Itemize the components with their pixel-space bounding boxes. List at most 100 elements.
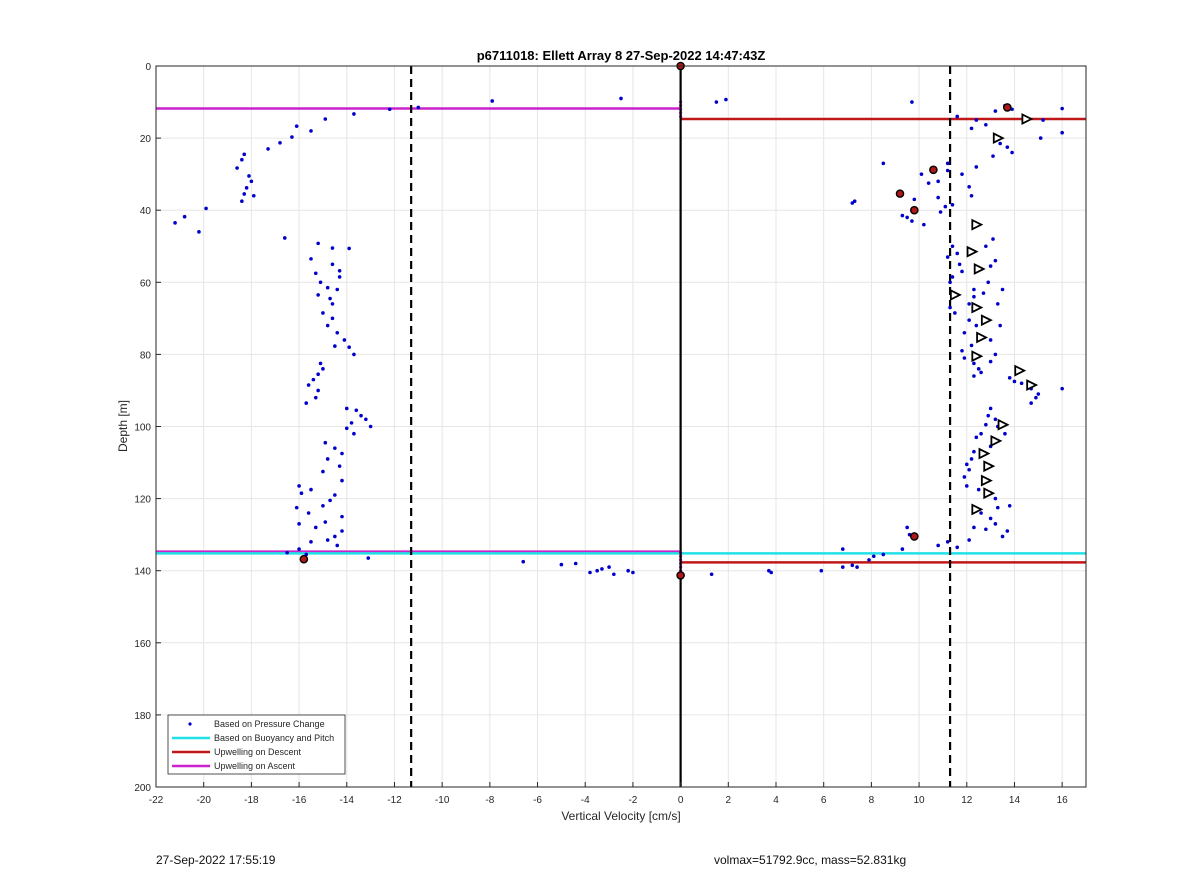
data-point	[328, 296, 332, 301]
data-point	[330, 262, 335, 267]
data-point	[984, 422, 988, 427]
data-point	[936, 543, 940, 548]
data-point	[986, 280, 991, 285]
pressure-change-points	[173, 96, 1064, 577]
x-tick-label: -22	[149, 795, 164, 806]
data-point	[364, 417, 368, 422]
y-tick-label: 200	[134, 783, 151, 794]
triangle-marker	[990, 434, 1003, 447]
legend-entry-descent: Upwelling on Descent	[172, 747, 302, 757]
data-point	[330, 316, 335, 321]
data-point	[1029, 401, 1033, 405]
data-point	[266, 147, 270, 151]
data-point	[1060, 386, 1064, 391]
data-point	[972, 525, 976, 530]
red-marker	[1003, 103, 1012, 112]
data-point	[242, 152, 247, 157]
data-point	[964, 462, 969, 467]
data-point	[974, 323, 979, 328]
data-point	[984, 244, 988, 249]
chart-title: p6711018: Ellett Array 8 27-Sep-2022 14:…	[477, 48, 766, 63]
data-point	[173, 221, 177, 225]
footer-timestamp: 27-Sep-2022 17:55:19	[156, 853, 276, 867]
data-point	[709, 572, 714, 577]
data-point	[316, 388, 320, 393]
data-point	[988, 264, 993, 268]
data-point	[242, 192, 247, 196]
data-point	[1034, 395, 1038, 400]
triangle-marker	[978, 447, 991, 460]
red-marker	[929, 165, 938, 175]
data-point	[304, 401, 309, 405]
data-point	[955, 251, 960, 256]
data-point	[1005, 145, 1010, 149]
data-point	[984, 527, 988, 532]
data-point	[240, 199, 244, 203]
data-point	[960, 269, 964, 274]
data-point	[309, 540, 313, 544]
data-point	[993, 522, 998, 526]
data-point	[251, 193, 256, 198]
data-point	[323, 117, 328, 121]
data-point	[967, 302, 971, 306]
data-point	[309, 487, 313, 492]
x-tick-label: -20	[196, 795, 211, 806]
y-axis-ticks: 0 20 40 60 80 100 120 140 160 180 200	[134, 62, 161, 794]
data-point	[969, 126, 974, 131]
x-tick-label: -2	[628, 795, 637, 806]
y-tick-label: 0	[145, 62, 151, 73]
data-point	[955, 114, 960, 119]
data-point	[950, 202, 955, 207]
data-point	[972, 374, 976, 378]
triangle-marker	[973, 263, 986, 275]
data-point	[368, 424, 373, 429]
data-point	[240, 157, 244, 162]
data-point	[318, 280, 323, 285]
data-point	[972, 287, 976, 292]
data-point	[340, 478, 344, 483]
data-point	[278, 140, 282, 145]
data-point	[335, 330, 340, 335]
data-point	[1007, 376, 1012, 380]
legend-label: Based on Pressure Change	[214, 719, 325, 729]
triangle-marker	[971, 218, 984, 231]
data-point	[974, 165, 979, 169]
data-point	[204, 206, 208, 211]
y-tick-label: 180	[134, 711, 151, 722]
data-point	[1005, 529, 1010, 533]
data-point	[1000, 287, 1005, 292]
data-point	[352, 112, 356, 116]
data-point	[972, 449, 976, 454]
triangle-marker	[983, 460, 996, 473]
data-point	[352, 431, 356, 436]
x-tick-label: -12	[387, 795, 402, 806]
data-point	[967, 318, 971, 322]
data-point	[881, 552, 886, 557]
triangle-marker	[980, 314, 993, 327]
data-point	[347, 345, 351, 349]
legend-entry-pressure: Based on Pressure Change	[188, 719, 325, 729]
x-tick-label: -18	[244, 795, 259, 806]
data-point	[900, 213, 905, 218]
data-point	[321, 504, 325, 508]
x-tick-label: 12	[961, 795, 973, 806]
triangle-marker	[992, 132, 1005, 145]
data-point	[416, 105, 421, 110]
data-point	[969, 457, 974, 461]
data-point	[962, 356, 967, 360]
grid	[155, 65, 1086, 788]
data-point	[972, 361, 976, 366]
data-point	[724, 97, 728, 102]
data-point	[819, 568, 824, 573]
x-tick-label: 16	[1057, 795, 1069, 806]
data-point	[855, 565, 859, 569]
data-point	[290, 135, 294, 139]
triangle-marker	[966, 245, 979, 258]
data-point	[631, 570, 635, 575]
data-point	[313, 271, 318, 276]
data-point	[936, 179, 940, 184]
data-point	[328, 498, 332, 503]
data-point	[521, 559, 526, 564]
data-point	[316, 241, 320, 246]
data-point	[905, 215, 909, 220]
